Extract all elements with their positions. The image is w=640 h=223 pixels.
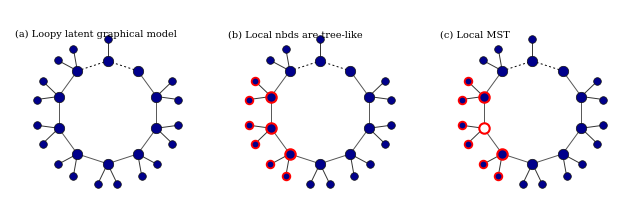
Text: (b) Local nbds are tree-like: (b) Local nbds are tree-like (228, 30, 362, 39)
Text: (c) Local MST: (c) Local MST (440, 30, 510, 39)
Text: (a) Loopy latent graphical model: (a) Loopy latent graphical model (15, 30, 177, 39)
